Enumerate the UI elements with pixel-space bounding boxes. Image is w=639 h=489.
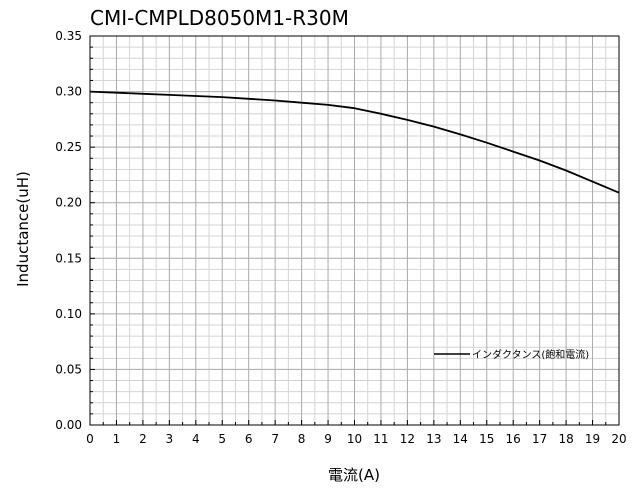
x-tick-label: 15 — [479, 432, 494, 446]
x-tick-label: 7 — [271, 432, 279, 446]
x-tick-label: 0 — [86, 432, 94, 446]
axis-ticks — [89, 35, 620, 426]
y-tick-labels: 0.00 0.05 0.10 0.15 0.20 0.25 0.30 0.35 — [55, 29, 82, 432]
y-tick-label: 0.30 — [55, 85, 82, 99]
x-tick-label: 19 — [585, 432, 600, 446]
chart-title: CMI-CMPLD8050M1-R30M — [90, 6, 349, 30]
x-tick-label: 14 — [453, 432, 468, 446]
y-tick-label: 0.05 — [55, 362, 82, 376]
x-tick-label: 3 — [166, 432, 174, 446]
y-tick-label: 0.15 — [55, 251, 82, 265]
y-axis-title: Inductance(uH) — [14, 171, 32, 287]
x-tick-label: 12 — [400, 432, 415, 446]
y-tick-label: 0.35 — [55, 29, 82, 43]
x-tick-label: 6 — [245, 432, 253, 446]
x-tick-label: 8 — [298, 432, 306, 446]
x-tick-label: 2 — [139, 432, 147, 446]
x-tick-label: 17 — [532, 432, 547, 446]
x-tick-label: 1 — [113, 432, 121, 446]
y-tick-label: 0.20 — [55, 196, 82, 210]
x-tick-label: 13 — [426, 432, 441, 446]
x-tick-label: 16 — [506, 432, 521, 446]
major-grid — [90, 36, 619, 425]
y-tick-label: 0.00 — [55, 418, 82, 432]
x-tick-label: 18 — [558, 432, 573, 446]
legend: インダクタンス(飽和電流) — [434, 348, 589, 361]
x-tick-label: 10 — [347, 432, 362, 446]
x-axis-title: 電流(A) — [328, 466, 380, 484]
x-tick-label: 9 — [324, 432, 332, 446]
y-tick-label: 0.10 — [55, 307, 82, 321]
y-tick-label: 0.25 — [55, 140, 82, 154]
x-tick-label: 5 — [218, 432, 226, 446]
x-tick-label: 4 — [192, 432, 200, 446]
series-line-inductance — [89, 90, 620, 194]
x-tick-label: 20 — [611, 432, 626, 446]
legend-label: インダクタンス(飽和電流) — [472, 348, 589, 361]
x-tick-labels: 0 1 2 3 4 5 6 7 8 9 10 11 12 13 14 15 16 17 18 19 20 — [86, 432, 626, 446]
x-tick-label: 11 — [373, 432, 388, 446]
series-layer — [89, 90, 620, 194]
